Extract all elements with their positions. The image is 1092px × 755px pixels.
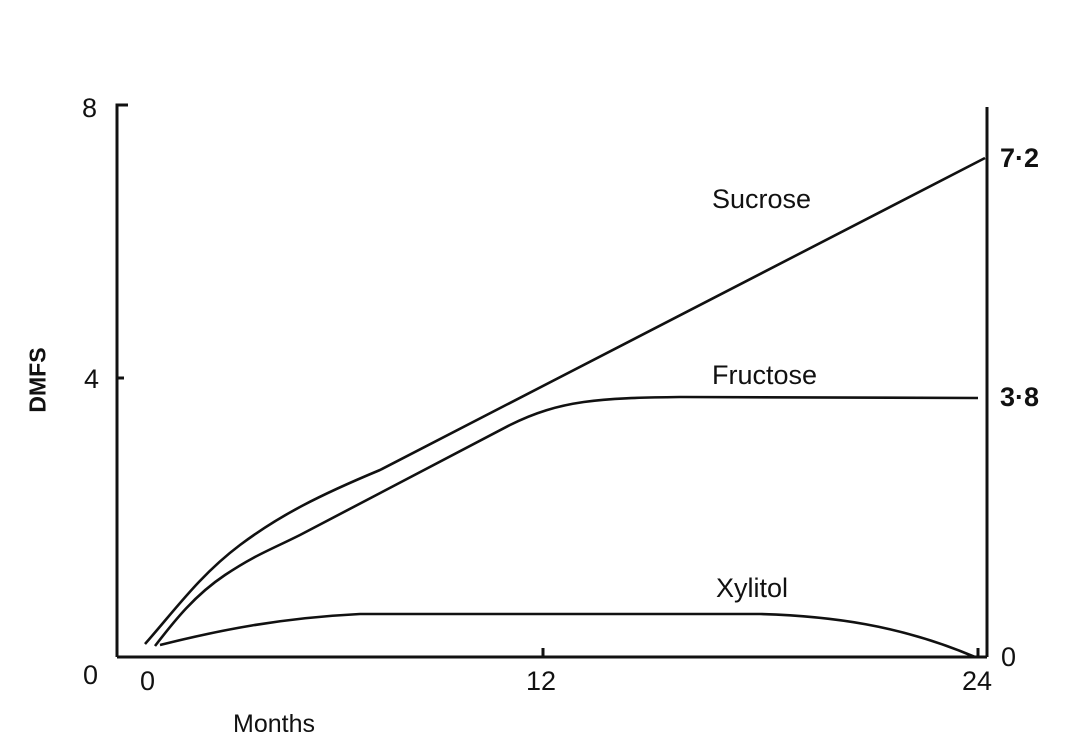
series-line-xylitol [159,612,976,659]
right-label-3-8: 3·8 [1000,382,1040,412]
series-line-fructose [153,395,979,647]
y-axis-label: DMFS [24,347,51,413]
series-label-sucrose: Sucrose [712,184,812,214]
right-label-7-2: 7·2 [1000,143,1040,173]
x-axis-label: Months [233,710,315,738]
left-y-axis [115,103,128,657]
x-tick-label-12: 12 [526,666,557,696]
right-label-0: 0 [1001,642,1017,672]
series-line-sucrose [144,156,986,645]
series-label-fructose: Fructose [712,360,818,390]
x-tick-label-0: 0 [140,666,156,696]
left-tick-label-0: 0 [83,660,99,690]
x-tick-label-24: 24 [962,666,993,696]
left-tick-label-4: 4 [84,364,100,394]
left-tick-label-8: 8 [82,93,98,123]
series-label-xylitol: Xylitol [716,573,789,603]
